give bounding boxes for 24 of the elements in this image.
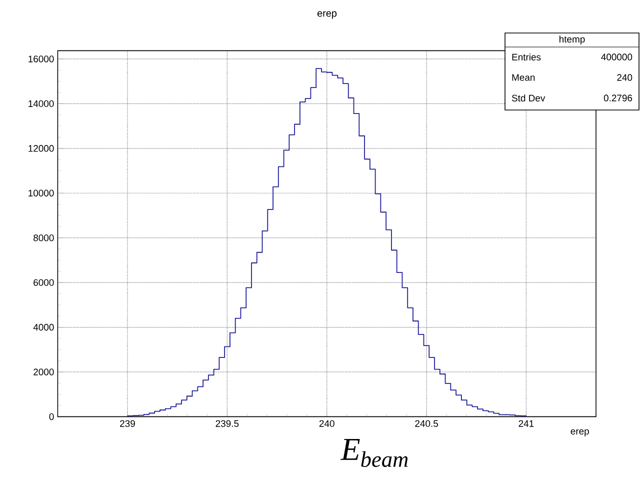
text: 0.2796 <box>604 94 632 102</box>
text: E$_{beam}$ <box>340 438 408 468</box>
y-tick-label: 12000 <box>28 145 54 152</box>
x-axis-title: erep <box>570 429 589 436</box>
text: 400000 <box>601 54 632 60</box>
y-tick-label: 8000 <box>34 234 54 242</box>
y-tick-label: 2000 <box>34 368 54 376</box>
y-tick-label: 14000 <box>28 100 54 108</box>
x-tick-label: 239.5 <box>216 420 239 427</box>
x-tick-label: 240.5 <box>415 420 438 427</box>
y-tick-label: 6000 <box>34 279 54 286</box>
y-tick-label: 16000 <box>28 56 54 62</box>
text: 240 <box>617 74 632 81</box>
x-tick-label: 241 <box>518 420 534 427</box>
annotation: Mean <box>512 74 535 81</box>
x-tick-label: 240 <box>319 420 334 427</box>
x-tick-label: 239 <box>120 420 135 427</box>
annotation: Entries <box>512 54 541 60</box>
chart-title: erep <box>317 11 337 19</box>
annotation: Std Dev <box>512 94 546 102</box>
y-tick-label: 0 <box>49 413 54 420</box>
text: htemp <box>560 36 585 44</box>
y-tick-label: 10000 <box>28 190 54 196</box>
y-tick-label: 4000 <box>33 324 54 331</box>
